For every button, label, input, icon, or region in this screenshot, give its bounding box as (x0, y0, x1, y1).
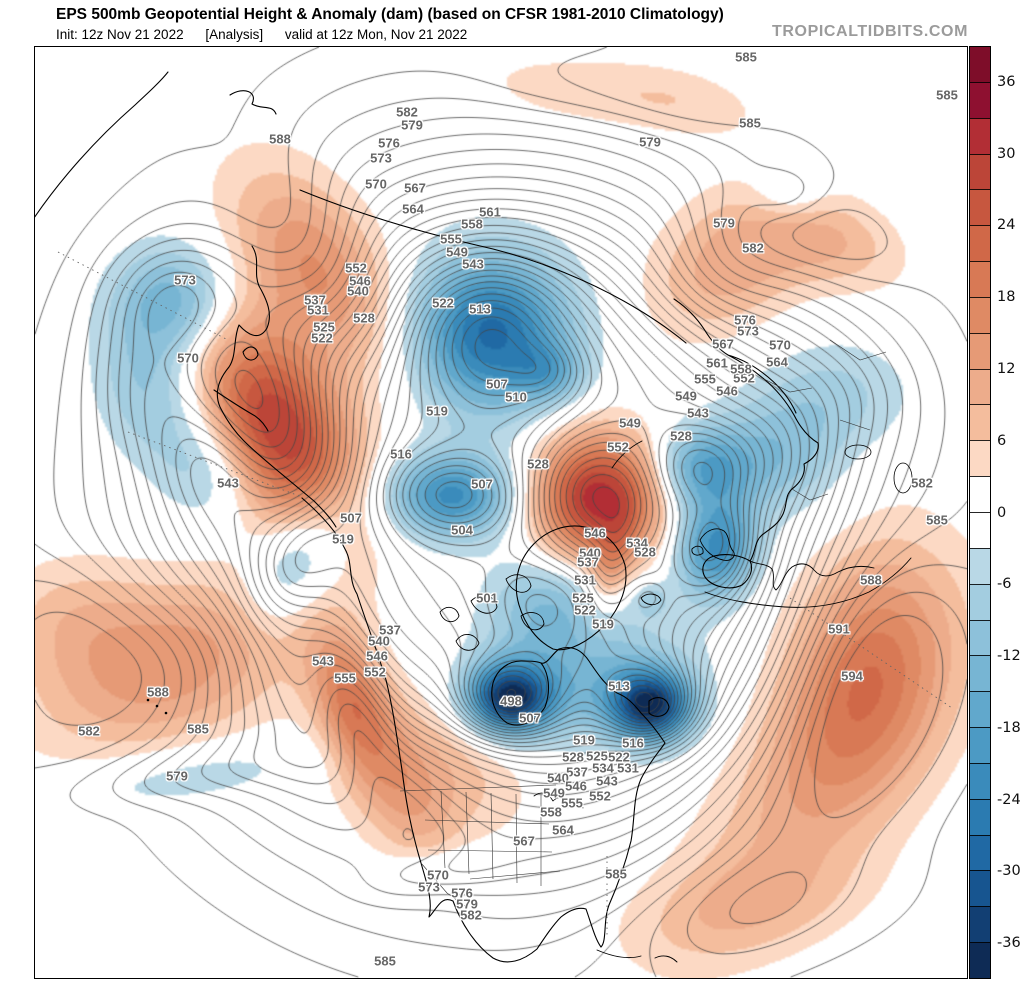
page-title: EPS 500mb Geopotential Height & Anomaly … (56, 6, 724, 23)
colorbar-cell (970, 189, 990, 226)
colorbar-tick-label: 30 (997, 145, 1016, 162)
analysis-badge: [Analysis] (205, 27, 264, 42)
colorbar-cell (970, 619, 990, 656)
valid-time-label: valid at 12z Mon, Nov 21 2022 (284, 27, 468, 42)
colorbar-tick-label: 24 (997, 217, 1016, 234)
colorbar-tick-label: -6 (997, 576, 1012, 593)
anomaly-contour-canvas (35, 47, 967, 978)
init-time-label: Init: 12z Nov 21 2022 (56, 27, 184, 42)
colorbar-cell (970, 691, 990, 728)
colorbar-cell (970, 870, 990, 907)
colorbar-cell (970, 368, 990, 405)
colorbar-cell (970, 942, 990, 978)
colorbar-tick-label: -24 (997, 791, 1021, 808)
tropicaltidbits-watermark: TROPICALTIDBITS.COM (772, 23, 968, 40)
colorbar-cell (970, 261, 990, 297)
colorbar-cell (970, 476, 990, 512)
colorbar-tick-label: 36 (997, 73, 1016, 90)
colorbar-tick-label: -36 (997, 935, 1021, 952)
colorbar-cell (970, 117, 990, 154)
colorbar-cell (970, 296, 990, 333)
colorbar-cell (970, 511, 990, 548)
colorbar-cell (970, 655, 990, 692)
colorbar-cell (970, 798, 990, 835)
colorbar-tick-label: 0 (997, 504, 1007, 521)
colorbar-cell (970, 332, 990, 369)
colorbar-tick-label: -18 (997, 719, 1021, 736)
init-valid-line: Init: 12z Nov 21 2022 [Analysis] valid a… (56, 27, 485, 42)
colorbar-cell (970, 762, 990, 799)
colorbar-cell (970, 81, 990, 118)
colorbar-tick-label: 18 (997, 289, 1016, 306)
colorbar-tick-label: 6 (997, 432, 1007, 449)
colorbar-tick-label: 12 (997, 360, 1016, 377)
colorbar-tick-label: -30 (997, 863, 1021, 880)
colorbar-cell (970, 727, 990, 763)
colorbar (969, 46, 991, 979)
map-frame: 588 582 579 576 573 570 567 564 561 558 555 549 543 5… (34, 46, 968, 979)
colorbar-cell (970, 404, 990, 441)
colorbar-cell (970, 47, 990, 82)
colorbar-cell (970, 440, 990, 477)
colorbar-cell (970, 153, 990, 190)
colorbar-cell (970, 547, 990, 584)
colorbar-cell (970, 225, 990, 262)
colorbar-cell (970, 834, 990, 871)
colorbar-cell (970, 583, 990, 620)
colorbar-cell (970, 906, 990, 943)
colorbar-tick-label: -12 (997, 648, 1021, 665)
